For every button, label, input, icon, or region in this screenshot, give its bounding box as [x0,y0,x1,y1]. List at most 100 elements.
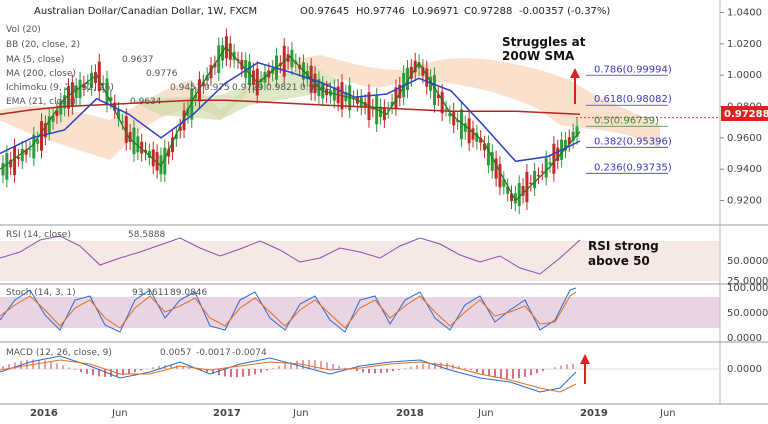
candle-body-4 [16,156,20,159]
candle-body-43 [167,149,171,157]
candle-body-105 [405,67,409,91]
time-tick-label-1: Jun [111,408,128,419]
ohlc-open: O0.97645 [300,6,349,17]
series-line-0 [0,99,581,116]
macd-bar-39 [236,369,238,378]
candle-body-133 [513,193,517,204]
time-tick-label-7: Jun [659,408,676,419]
time-tick-label-3: Jun [292,408,309,419]
macd-bar-0 [2,366,4,369]
time-tick-label-0: 2016 [30,408,58,419]
annotation-struggles-line2: 200W SMA [502,49,575,63]
candle-body-37 [144,149,148,153]
ohlc-close: C0.97288 [464,6,512,17]
stoch-line-k [0,287,577,333]
ichimoku-val-3: 0.9729 [232,83,264,93]
candle-body-147 [567,137,571,145]
candle-body-34 [132,127,136,155]
time-axis: 2016 Jun 2017 Jun 2018 Jun 2019 Jun [30,408,676,419]
candle-body-3 [13,146,17,176]
macd-bar-79 [476,369,478,373]
macd-bar-66 [398,369,400,370]
indicator-ema-value: 0.9634 [130,97,162,107]
candle-body-7 [28,148,32,150]
macd-bar-77 [464,367,466,369]
candle-body-107 [413,60,417,73]
candle-body-22 [86,82,90,85]
macd-bar-83 [500,369,502,379]
candles [1,28,579,214]
candle-body-26 [101,83,105,86]
candle-body-137 [529,182,533,184]
candle-body-28 [109,97,113,102]
fib-label-2: 0.5(0.96739) [594,115,659,126]
macd-bar-17 [104,369,106,377]
candle-body-130 [502,179,506,187]
candle-body-52 [201,82,205,87]
macd-value-3: -0.0074 [232,348,267,358]
candle-body-53 [205,75,209,81]
candle-body-32 [124,116,128,143]
ichimoku-val-1: 0.9451 [170,83,202,93]
macd-bar-40 [242,369,244,377]
candle-body-41 [159,155,163,175]
candle-body-35 [136,136,140,153]
time-tick-label-6: 2019 [580,408,608,419]
candle-body-48 [186,108,190,116]
candle-body-134 [517,183,521,207]
candle-body-33 [128,132,132,142]
candle-body-100 [386,109,390,111]
ichimoku-val-2: 0.975 [204,83,230,93]
candle-body-111 [429,76,433,91]
candle-body-13 [51,115,55,122]
candle-body-126 [486,143,490,166]
indicator-ichimoku: Ichimoku (9, 26, 52, 26) [6,83,114,93]
fib-label-4: 0.236(0.93735) [594,162,672,173]
candle-body-25 [97,61,101,92]
macd-bar-67 [404,368,406,369]
series-layer [0,46,720,202]
stoch-band [0,297,720,328]
macd-bar-11 [68,367,70,369]
candle-body-109 [421,67,425,76]
macd-line [0,355,577,393]
candle-body-149 [575,126,579,137]
series-line-1 [0,46,581,202]
chart-title: Australian Dollar/Canadian Dollar, 1W, F… [34,6,257,17]
rsi-axis: 25.0000 50.0000 [727,256,768,287]
candle-body-1 [5,153,9,180]
macd-bar-78 [470,369,472,370]
macd-bar-87 [524,369,526,377]
candle-body-2 [9,159,13,168]
price-tick-label-1: 0.9400 [727,164,762,175]
stoch-label: Stoch (14, 3, 1) [6,288,76,298]
candle-body-118 [456,120,460,123]
time-tick-label-2: 2017 [213,408,241,419]
candle-body-138 [533,170,537,189]
macd-bar-33 [200,369,202,371]
stoch-axis: 0.0000 50.0000 100.0000 [727,283,768,344]
ohlc-change: -0.00357 (-0.37%) [519,6,610,17]
candle-body-9 [36,139,40,144]
macd-bar-26 [158,366,160,369]
candle-body-114 [440,91,444,114]
candle-body-125 [483,143,487,151]
rsi-value: 58.5888 [128,230,165,240]
fib-label-1: 0.618(0.98082) [594,94,672,105]
candle-body-45 [174,134,178,140]
macd-bar-28 [170,364,172,369]
macd-bar-73 [440,362,442,369]
macd-bar-25 [152,367,154,369]
macd-bar-30 [182,365,184,369]
price-tick-label-4: 1.0000 [727,70,762,81]
macd-bar-23 [140,369,142,371]
candle-body-54 [209,65,213,79]
ohlc-low: L0.96971 [412,6,459,17]
candle-body-18 [70,82,74,107]
candle-body-128 [494,158,498,179]
candle-body-21 [82,83,86,89]
macd-bar-34 [206,369,208,373]
macd-bar-18 [110,369,112,377]
macd-bar-69 [416,365,418,369]
candle-body-20 [78,79,82,99]
